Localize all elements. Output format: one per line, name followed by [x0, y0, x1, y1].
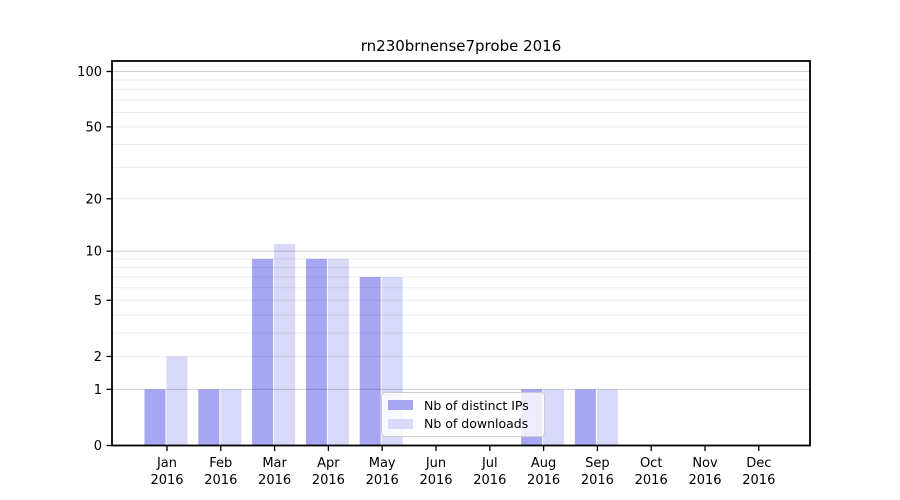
x-tick-label-month: Aug — [531, 456, 556, 471]
x-tick-label-month: Oct — [640, 456, 662, 471]
x-tick-label-month: Dec — [746, 456, 771, 471]
bar-distinct-ips-apr — [305, 258, 327, 446]
chart-title: rn230brnense7probe 2016 — [360, 37, 562, 55]
x-tick-label-year: 2016 — [312, 473, 345, 488]
x-tick-label-year: 2016 — [688, 473, 721, 488]
bar-downloads-sep — [596, 389, 618, 446]
bar-distinct-ips-feb — [198, 389, 220, 446]
x-tick-label-month: Mar — [262, 456, 287, 471]
legend: Nb of distinct IPs Nb of downloads — [381, 392, 545, 437]
legend-swatch-downloads-icon — [388, 418, 413, 429]
x-tick-label-year: 2016 — [258, 473, 291, 488]
legend-label-distinct-ips: Nb of distinct IPs — [424, 397, 529, 413]
y-tick-label: 50 — [85, 120, 102, 135]
x-tick-label-year: 2016 — [204, 473, 237, 488]
x-tick-label-month: Sep — [585, 456, 610, 471]
legend-swatch-distinct-ips-icon — [388, 400, 413, 411]
x-tick-label-year: 2016 — [150, 473, 183, 488]
x-tick-label-month: Feb — [209, 456, 232, 471]
bar-downloads-aug — [543, 389, 565, 446]
bar-downloads-apr — [327, 258, 349, 446]
x-tick-label-month: Apr — [317, 456, 340, 471]
legend-label-downloads: Nb of downloads — [424, 416, 529, 432]
y-tick-label: 20 — [85, 192, 102, 207]
x-tick-label-year: 2016 — [742, 473, 775, 488]
bar-distinct-ips-sep — [574, 389, 596, 446]
bar-distinct-ips-mar — [252, 258, 274, 446]
bar-downloads-mar — [274, 244, 296, 446]
bar-distinct-ips-jan — [144, 389, 166, 446]
x-tick-label-month: May — [369, 456, 396, 471]
y-tick-label: 10 — [85, 245, 102, 260]
x-tick-label-month: Jul — [481, 456, 498, 471]
y-tick-label: 100 — [77, 65, 102, 80]
y-tick-label: 2 — [94, 350, 102, 365]
x-tick-label-month: Jun — [425, 456, 446, 471]
x-tick-label-year: 2016 — [419, 473, 452, 488]
x-tick-label-year: 2016 — [635, 473, 668, 488]
x-tick-label-month: Nov — [692, 456, 718, 471]
x-tick-label-year: 2016 — [473, 473, 506, 488]
x-tick-label-year: 2016 — [366, 473, 399, 488]
x-tick-label-month: Jan — [156, 456, 177, 471]
bar-downloads-jan — [166, 356, 188, 446]
x-tick-label-year: 2016 — [527, 473, 560, 488]
y-tick-label: 1 — [94, 383, 102, 398]
bar-distinct-ips-may — [359, 276, 381, 446]
y-tick-label: 5 — [94, 294, 102, 309]
bar-downloads-feb — [220, 389, 242, 446]
x-tick-label-year: 2016 — [581, 473, 614, 488]
y-tick-label: 0 — [94, 439, 102, 454]
legend-item-downloads: Nb of downloads — [388, 415, 536, 432]
legend-item-distinct-ips: Nb of distinct IPs — [388, 397, 536, 414]
plot-border — [111, 60, 811, 447]
